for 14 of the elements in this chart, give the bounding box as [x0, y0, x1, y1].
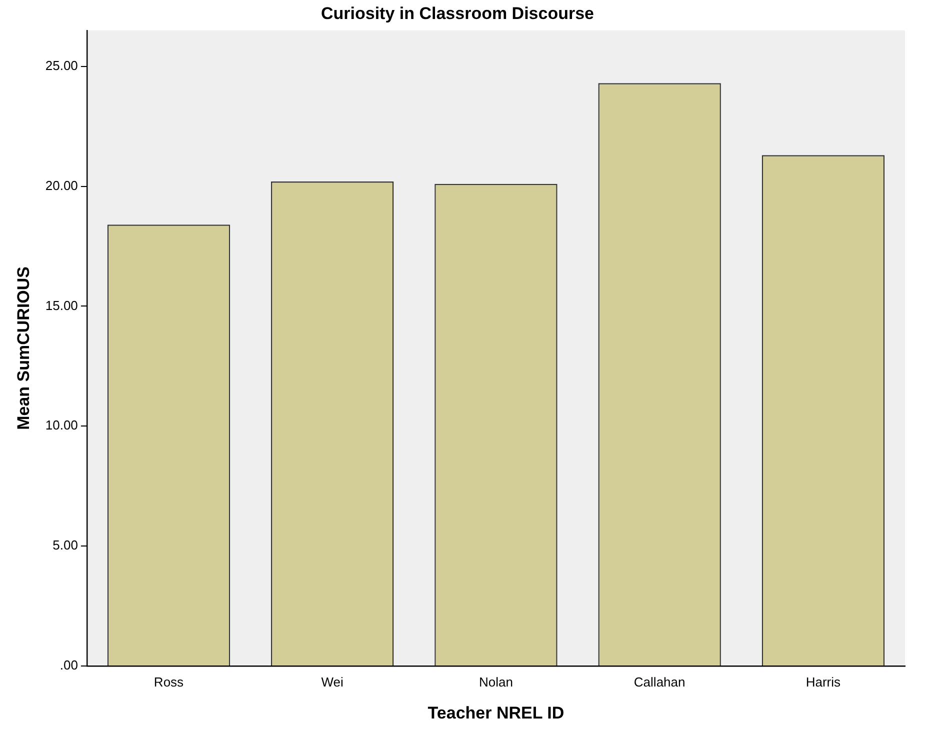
- x-tick-label: Wei: [321, 674, 344, 690]
- x-tick-label: Callahan: [634, 674, 686, 690]
- chart-title: Curiosity in Classroom Discourse: [320, 4, 594, 23]
- y-tick-label: 10.00: [45, 418, 78, 433]
- y-tick-label: 15.00: [45, 298, 78, 313]
- x-tick-label: Nolan: [478, 674, 513, 690]
- y-tick-label: 20.00: [45, 178, 78, 193]
- x-tick-label: Ross: [154, 674, 184, 690]
- y-tick-label: 25.00: [45, 58, 78, 73]
- x-tick-label: Harris: [806, 674, 842, 690]
- x-axis-title: Teacher NREL ID: [428, 703, 564, 722]
- y-tick-label: 5.00: [52, 538, 78, 553]
- y-tick-label: .00: [60, 658, 78, 673]
- y-axis-title: Mean SumCURIOUS: [14, 266, 33, 430]
